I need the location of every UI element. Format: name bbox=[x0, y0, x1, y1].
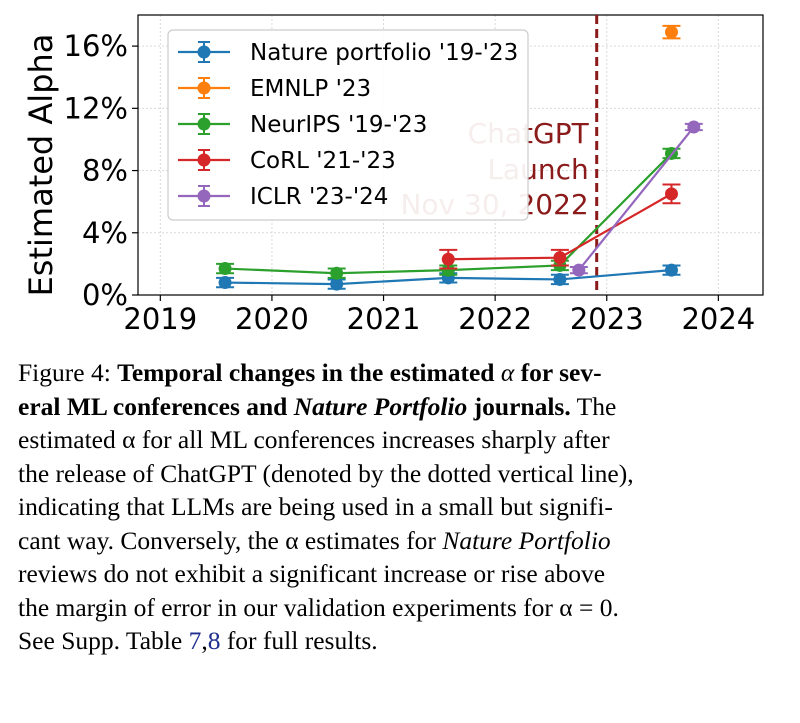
x-tick-label-0: 2019 bbox=[123, 302, 197, 336]
axes bbox=[137, 14, 764, 296]
x-tick-label-2: 2021 bbox=[347, 302, 421, 336]
legend-label-3: CoRL '21-'23 bbox=[250, 148, 396, 174]
y-tick-label-4: 16% bbox=[64, 29, 128, 63]
caption-line-3: estimated α for all ML conferences incre… bbox=[18, 425, 610, 454]
x-tick-label-3: 2022 bbox=[458, 302, 532, 336]
alpha-symbol: α bbox=[500, 358, 515, 387]
caption-line-6: cant way. Conversely, the α estimates fo… bbox=[18, 524, 784, 558]
legend-entry-0: Nature portfolio '19-'23 bbox=[178, 40, 518, 66]
point-0-3 bbox=[553, 272, 567, 286]
series-4 bbox=[569, 120, 703, 277]
point-0-1 bbox=[330, 277, 344, 291]
tick-labels: 2019 2020 2021 2022 2023 2024 0% 4% 8% 12% 16% bbox=[64, 29, 756, 336]
plot-frame bbox=[137, 14, 764, 296]
x-tick-label-1: 2020 bbox=[235, 302, 309, 336]
legend-marker-3 bbox=[197, 153, 211, 167]
series-line-4 bbox=[577, 126, 695, 271]
legend-entry-1: EMNLP '23 bbox=[178, 76, 371, 102]
point-2-2 bbox=[441, 263, 455, 277]
caption-line-1: Figure 4: Temporal changes in the estima… bbox=[18, 356, 784, 390]
figure-label: Figure 4: bbox=[18, 358, 111, 387]
legend-entry-2: NeurIPS '19-'23 bbox=[178, 112, 427, 138]
series bbox=[216, 24, 703, 291]
caption-line-7: reviews do not exhibit a significant inc… bbox=[18, 559, 606, 588]
y-tick-label-3: 12% bbox=[64, 91, 128, 125]
legend-label-2: NeurIPS '19-'23 bbox=[250, 112, 427, 138]
point-3-2 bbox=[664, 187, 678, 201]
y-tick-label-1: 4% bbox=[82, 216, 128, 250]
caption-line-2-tail: The bbox=[576, 391, 617, 421]
legend-label-0: Nature portfolio '19-'23 bbox=[250, 40, 518, 66]
series-3 bbox=[439, 183, 681, 270]
legend-label-4: ICLR '23-'24 bbox=[250, 184, 388, 210]
caption-line-9-tail: for full results. bbox=[226, 626, 378, 655]
series-0 bbox=[216, 263, 681, 291]
legend-marker-0 bbox=[197, 45, 211, 59]
x-tick-label-4: 2023 bbox=[570, 302, 644, 336]
point-0-4 bbox=[664, 263, 678, 277]
x-tick-label-5: 2024 bbox=[681, 302, 755, 336]
caption-title-part-3: eral ML conferences and bbox=[18, 391, 288, 421]
legend-label-1: EMNLP '23 bbox=[250, 76, 371, 102]
caption-title-part-1: Temporal changes in the estimated bbox=[117, 358, 495, 387]
caption-line-6-italic: Nature Portfolio bbox=[442, 525, 611, 555]
legend-entry-3: CoRL '21-'23 bbox=[178, 148, 396, 174]
point-1-0 bbox=[664, 25, 678, 39]
caption-title-part-2: for sev- bbox=[520, 358, 602, 387]
caption-title-part-4: journals. bbox=[473, 391, 571, 421]
caption-line-2: eral ML conferences and Nature Portfolio… bbox=[18, 390, 784, 424]
table-ref-7[interactable]: 7 bbox=[188, 626, 202, 655]
ref-separator: , bbox=[201, 626, 208, 655]
point-4-0 bbox=[572, 263, 586, 277]
series-1 bbox=[662, 24, 681, 40]
point-4-1 bbox=[687, 120, 701, 134]
point-2-1 bbox=[330, 266, 344, 280]
legend-box bbox=[167, 29, 529, 221]
y-tick-label-2: 8% bbox=[82, 154, 128, 188]
figure-caption: Figure 4: Temporal changes in the estima… bbox=[18, 356, 784, 658]
table-ref-8[interactable]: 8 bbox=[207, 626, 221, 655]
caption-title-italic: Nature Portfolio bbox=[293, 391, 468, 421]
caption-line-4: the release of ChatGPT (denoted by the d… bbox=[18, 458, 634, 488]
y-tick-label-0: 0% bbox=[82, 278, 128, 312]
legend-marker-1 bbox=[197, 81, 211, 95]
point-2-0 bbox=[218, 262, 232, 276]
caption-line-9-text: See Supp. Table bbox=[18, 626, 183, 655]
caption-line-5: indicating that LLMs are being used in a… bbox=[18, 492, 613, 521]
point-3-1 bbox=[553, 251, 567, 265]
legend-marker-4 bbox=[197, 189, 211, 203]
caption-line-8: the margin of error in our validation ex… bbox=[18, 592, 619, 622]
legend: Nature portfolio '19-'23 EMNLP '23 NeurIPS… bbox=[167, 29, 529, 221]
point-0-0 bbox=[218, 276, 232, 290]
chart: ChatGPTLaunchNov 30, 2022 Nature portfol… bbox=[22, 14, 764, 336]
legend-entry-4: ICLR '23-'24 bbox=[178, 184, 388, 210]
y-axis-label: Estimated Alpha bbox=[22, 34, 60, 297]
caption-line-9: See Supp. Table 7,8 for full results. bbox=[18, 624, 784, 658]
point-3-0 bbox=[441, 252, 455, 266]
caption-line-6-text: cant way. Conversely, the α estimates fo… bbox=[18, 525, 436, 555]
legend-marker-2 bbox=[197, 117, 211, 131]
